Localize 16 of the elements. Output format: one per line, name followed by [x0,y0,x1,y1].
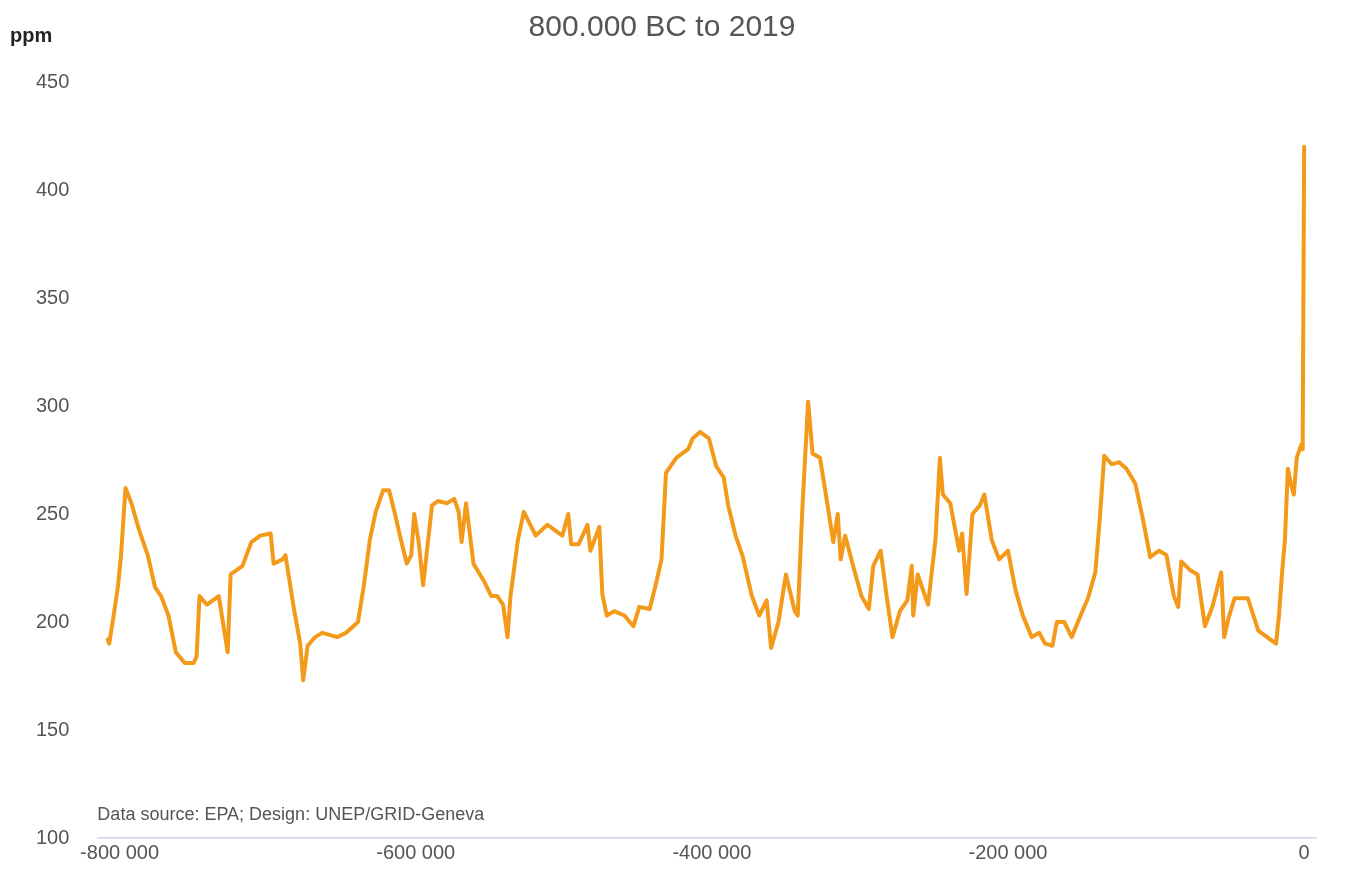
x-tick-label: 0 [1298,840,1310,863]
y-tick-label: 400 [35,177,70,200]
y-tick-label: 300 [35,393,70,416]
annotation: Data source: EPA; Design: UNEP/GRID-Geneva [97,803,486,824]
y-tick-label: 150 [35,717,70,740]
x-tick-label: -800 000 [80,840,160,863]
y-tick-label: 350 [35,285,70,308]
x-tick-label: -400 000 [672,840,752,863]
x-tick-label: -600 000 [376,840,456,863]
y-tick-label: 100 [35,825,70,848]
y-axis-title: ppm [10,23,53,46]
y-tick-label: 250 [35,501,70,524]
y-tick-label: 450 [35,69,70,92]
x-tick-label: -200 000 [968,840,1048,863]
y-tick-label: 200 [35,609,70,632]
chart-title: 800.000 BC to 2019 [528,9,796,43]
